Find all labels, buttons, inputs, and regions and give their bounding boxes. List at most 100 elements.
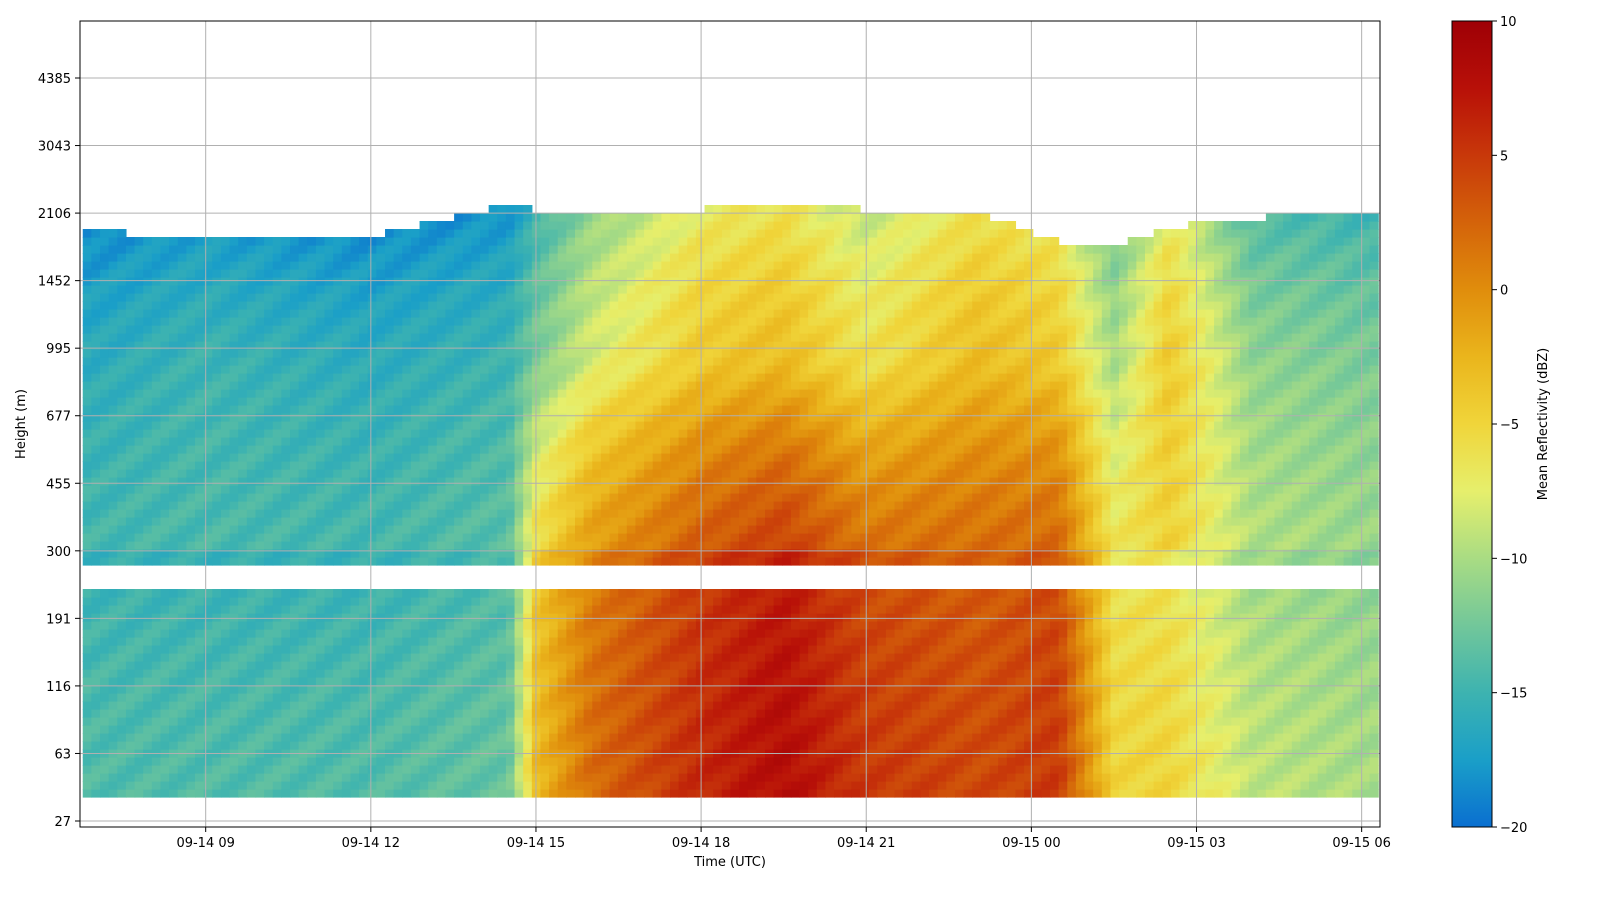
heatmap-cell [143, 357, 153, 366]
heatmap-cell [315, 269, 326, 278]
heatmap-cell [652, 213, 662, 222]
heatmap-cell [264, 717, 274, 726]
heatmap-cell [695, 525, 706, 534]
heatmap-cell [367, 285, 377, 294]
heatmap-cell [229, 765, 239, 774]
heatmap-cell [203, 653, 213, 662]
heatmap-cell [376, 541, 386, 550]
heatmap-cell [307, 493, 317, 502]
heatmap-cell [91, 325, 101, 334]
heatmap-cell [652, 765, 662, 774]
heatmap-cell [462, 453, 472, 462]
heatmap-cell [549, 685, 559, 694]
heatmap-cell [108, 477, 118, 486]
heatmap-cell [100, 469, 110, 478]
heatmap-cell [575, 389, 585, 398]
heatmap-cell [583, 317, 593, 326]
heatmap-cell [462, 693, 472, 702]
heatmap-cell [514, 605, 524, 614]
heatmap-cell [108, 413, 118, 422]
heatmap-cell [203, 757, 213, 766]
heatmap-cell [341, 333, 352, 342]
heatmap-cell [333, 421, 343, 430]
heatmap-cell [324, 557, 334, 566]
heatmap-cell [514, 293, 524, 302]
heatmap-cell [618, 613, 628, 622]
heatmap-cell [678, 789, 688, 798]
heatmap-cell [359, 789, 369, 798]
heatmap-cell [160, 549, 170, 558]
heatmap-cell [514, 277, 524, 286]
heatmap-cell [523, 373, 533, 382]
heatmap-cell [281, 381, 291, 390]
heatmap-cell [195, 677, 205, 686]
heatmap-cell [695, 701, 706, 710]
heatmap-cell [540, 605, 550, 614]
heatmap-cell [255, 285, 265, 294]
heatmap-cell [367, 629, 377, 638]
heatmap-cell [255, 597, 265, 606]
heatmap-cell [402, 557, 412, 566]
heatmap-cell [125, 485, 136, 494]
heatmap-cell [255, 717, 265, 726]
heatmap-cell [91, 373, 101, 382]
heatmap-cell [428, 533, 438, 542]
heatmap-cell [635, 493, 645, 502]
heatmap-cell [445, 525, 455, 534]
heatmap-cell [419, 517, 429, 526]
heatmap-cell [462, 517, 472, 526]
heatmap-cell [376, 605, 386, 614]
heatmap-cell [661, 789, 671, 798]
heatmap-cell [644, 421, 654, 430]
heatmap-cell [480, 381, 490, 390]
heatmap-cell [583, 589, 593, 598]
heatmap-cell [661, 309, 671, 318]
heatmap-cell [583, 437, 593, 446]
heatmap-cell [324, 453, 334, 462]
heatmap-cell [324, 613, 334, 622]
heatmap-cell [635, 597, 645, 606]
heatmap-cell [108, 509, 118, 518]
heatmap-cell [376, 725, 386, 734]
heatmap-cell [626, 677, 637, 686]
heatmap-cell [445, 469, 455, 478]
heatmap-cell [315, 773, 326, 782]
heatmap-cell [445, 501, 455, 510]
heatmap-cell [376, 597, 386, 606]
heatmap-cell [359, 341, 369, 350]
heatmap-cell [341, 357, 352, 366]
heatmap-cell [143, 541, 153, 550]
heatmap-cell [195, 381, 205, 390]
heatmap-cell [661, 669, 671, 678]
heatmap-cell [393, 477, 403, 486]
heatmap-cell [255, 381, 265, 390]
heatmap-cell [117, 605, 127, 614]
heatmap-cell [91, 781, 101, 790]
heatmap-cell [315, 405, 326, 414]
heatmap-cell [419, 253, 429, 262]
heatmap-cell [393, 621, 403, 630]
heatmap-cell [134, 661, 144, 670]
heatmap-cell [134, 445, 144, 454]
heatmap-cell [557, 549, 567, 558]
heatmap-cell [195, 277, 205, 286]
heatmap-cell [670, 333, 680, 342]
heatmap-cell [549, 557, 559, 566]
heatmap-cell [695, 661, 706, 670]
heatmap-cell [246, 605, 257, 614]
heatmap-cell [670, 645, 680, 654]
heatmap-cell [575, 237, 585, 246]
heatmap-cell [514, 485, 524, 494]
heatmap-cell [523, 613, 533, 622]
heatmap-cell [100, 245, 110, 254]
heatmap-cell [376, 357, 386, 366]
heatmap-cell [514, 309, 524, 318]
heatmap-cell [583, 717, 593, 726]
heatmap-cell [540, 453, 550, 462]
heatmap-cell [678, 653, 688, 662]
heatmap-cell [385, 621, 395, 630]
heatmap-cell [307, 597, 317, 606]
heatmap-cell [117, 533, 127, 542]
heatmap-cell [549, 781, 559, 790]
heatmap-cell [670, 437, 680, 446]
